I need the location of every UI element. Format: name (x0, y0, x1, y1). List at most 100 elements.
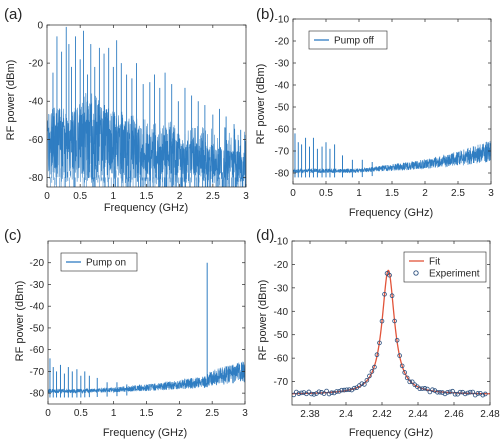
panel-c-ytick-label: -60 (30, 345, 45, 356)
panel-c-xlabel: Frequency (GHz) (103, 427, 187, 439)
panel-d-legend-label: Fit (429, 257, 440, 268)
panel-d-experiment-point (299, 390, 304, 396)
panel-b-ytick-label: -10 (275, 15, 290, 26)
panel-d-experiment-point (447, 389, 453, 395)
panel-d-experiment-point (470, 389, 476, 395)
panel-d-experiment-point (430, 387, 435, 393)
panel-d-plot: 2.38 2.4 2.42 2.44 2.46 2.48 -10 -20 -30 -40 -50 -6… (274, 237, 500, 421)
panel-d-ylabel: RF power (dBm) (257, 280, 269, 361)
panel-b-ytick-label: -30 (275, 59, 290, 70)
panel-d-experiment-point (372, 364, 377, 370)
panel-d-legend-marker (413, 270, 419, 276)
panel-d-ytick-label: -10 (274, 237, 289, 248)
panel-d-experiment-point (422, 386, 428, 391)
panel-b-ytick-label: -80 (275, 169, 290, 180)
panel-d-experiment-point (409, 379, 415, 385)
panel-d-experiment-point (331, 390, 337, 396)
panel-a: (a) 0 0.5 1 1.5 2 2.5 3 0 -20 -40 -60 -80 Frequency… (4, 6, 250, 214)
panel-d-experiment-point (339, 387, 344, 393)
panel-d-experiment-point (319, 390, 324, 395)
panel-c-xtick-label: 0.5 (74, 408, 88, 419)
panel-d-experiment-point (462, 391, 468, 397)
panel-b-ytick-label: -60 (275, 125, 290, 136)
panel-d-ytick-label: -60 (274, 354, 289, 365)
panel-c-xtick-label: 2 (177, 408, 183, 419)
panel-d-xtick-label: 2.42 (372, 409, 392, 420)
panel-b-ylabel: RF power (dBm) (255, 64, 267, 145)
panel-a-xtick-label: 2 (177, 191, 183, 202)
panel-c: (c) 0 0.5 1 1.5 2 2.5 3 -20 -30 -40 -50 -60 -70 -80 Pu… (4, 227, 248, 439)
panel-a-ytick-label: -80 (29, 173, 44, 184)
panel-b: (b) 0 0.5 1 1.5 2 2.5 3 -10 -20 -30 -40 -50 -60 -70 -8… (255, 6, 494, 219)
panel-b-ytick-label: -20 (275, 37, 290, 48)
panel-c-ytick-label: -50 (30, 323, 45, 334)
panel-d-ytick-label: -30 (274, 283, 289, 294)
panel-d-experiment-point (362, 382, 367, 387)
panel-d-experiment-point (417, 386, 423, 392)
panel-c-label: (c) (4, 227, 22, 244)
panel-d-experiment-point (394, 338, 400, 343)
panel-c-xtick-label: 3 (242, 408, 248, 419)
panel-b-legend: Pump off (308, 30, 388, 50)
panel-d-experiment-point (452, 391, 458, 397)
panel-d-xtick-label: 2.4 (339, 409, 353, 420)
panel-d-label: (d) (256, 227, 274, 244)
panel-c-ytick-label: -20 (30, 258, 45, 269)
panel-b-ytick-label: -40 (275, 81, 290, 92)
panel-c-ytick-label: -70 (30, 367, 45, 378)
panel-a-xtick-label: 1.5 (140, 191, 154, 202)
panel-d-experiment-point (364, 377, 370, 383)
panel-d-experiment-point (351, 385, 357, 391)
panel-b-legend-box (308, 30, 388, 50)
panel-d-experiment-point (475, 391, 481, 396)
panel-d-experiment-point (389, 293, 395, 299)
panel-d-experiment-point (427, 389, 433, 395)
panel-d-ytick-label: -20 (274, 260, 289, 271)
panel-d-ytick-label: -40 (274, 307, 289, 318)
panel-d-experiment-point (367, 373, 372, 379)
panel-d-experiment-point (465, 390, 470, 396)
panel-d-experiment-point (382, 291, 387, 297)
panel-c-xtick-label: 1.5 (140, 408, 154, 419)
panel-b-legend-label: Pump off (334, 36, 374, 47)
panel-a-ytick-label: -60 (29, 135, 44, 146)
panel-d-xlabel: Frequency (GHz) (349, 427, 433, 439)
panel-d-experiment-point (324, 388, 329, 394)
panel-a-xtick-label: 2.5 (206, 191, 220, 202)
panel-c-legend-box (60, 252, 138, 272)
panel-a-xtick-label: 3 (243, 191, 249, 202)
panel-b-xtick-label: 3 (488, 188, 494, 199)
panel-b-xtick-label: 1 (356, 188, 362, 199)
panel-b-xtick-label: 0.5 (319, 188, 333, 199)
panel-a-ytick-label: -20 (29, 59, 44, 70)
panel-d-experiment-point (397, 353, 402, 358)
panel-d-experiment-point (301, 390, 307, 395)
panel-d-axes-frame (291, 240, 491, 406)
panel-b-xlabel: Frequency (GHz) (349, 207, 433, 219)
panel-d-experiment-point (450, 388, 455, 394)
panel-a-xtick-label: 1 (111, 191, 117, 202)
panel-c-ytick-label: -80 (30, 389, 45, 400)
panel-b-ytick-label: -70 (275, 147, 290, 158)
panel-d-experiment-point (399, 363, 405, 369)
panel-c-ylabel: RF power (dBm) (14, 281, 26, 362)
panel-d-experiment-point (377, 340, 382, 346)
panel-a-ylabel: RF power (dBm) (5, 60, 17, 141)
panel-a-xtick-label: 0.5 (73, 191, 87, 202)
panel-b-xtick-label: 2.5 (451, 188, 465, 199)
panel-d-experiment-point (420, 386, 425, 391)
panel-d-experiment-point (309, 391, 314, 397)
panel-d-experiment-point (437, 389, 443, 395)
panel-d-experiment-point (359, 381, 365, 386)
panel-b-label: (b) (256, 6, 274, 23)
panel-d-experiment-point (457, 389, 463, 395)
panel-d-experiment-point (374, 352, 380, 358)
panel-a-plot: 0 0.5 1 1.5 2 2.5 3 0 -20 -40 -60 -80 (29, 21, 250, 203)
panel-b-plot: 0 0.5 1 1.5 2 2.5 3 -10 -20 -30 -40 -50 -60 -70 -80 Pum… (275, 15, 495, 200)
panel-d-experiment-point (392, 318, 397, 324)
panel-d-xtick-label: 2.48 (480, 409, 500, 420)
panel-d-legend-label: Experiment (429, 269, 480, 280)
panel-d-experiment-point (369, 369, 375, 374)
